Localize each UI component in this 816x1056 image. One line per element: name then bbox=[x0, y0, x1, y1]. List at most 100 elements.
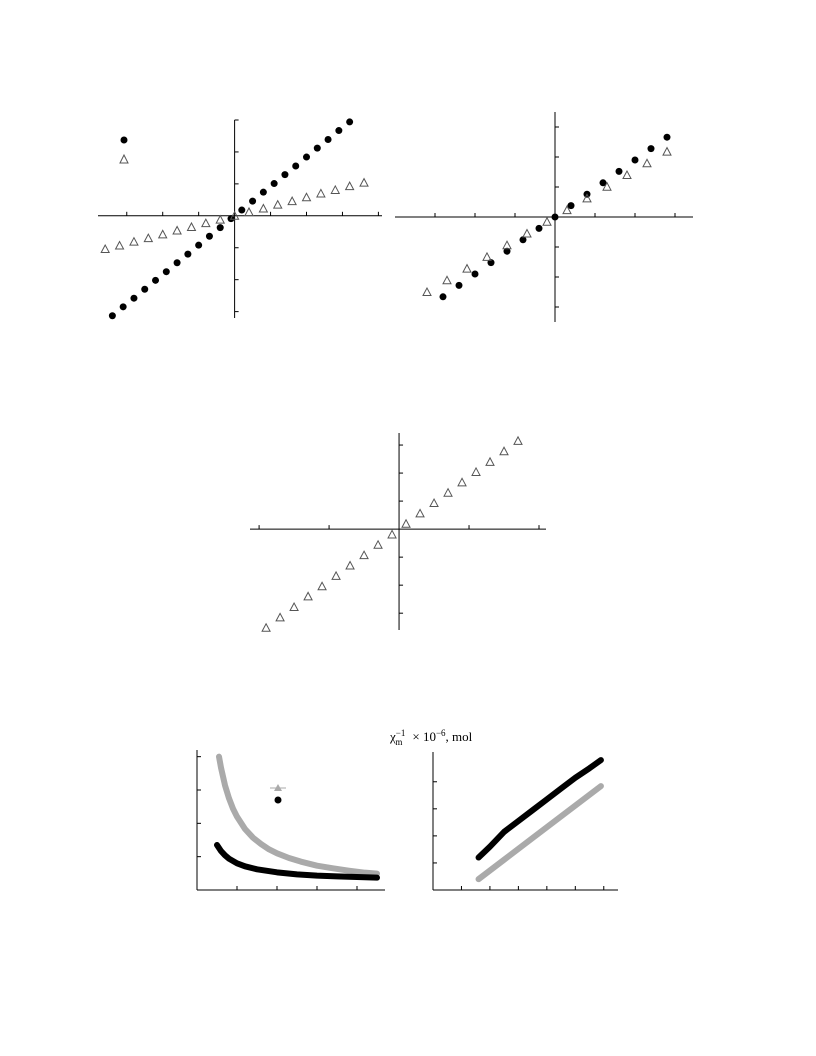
point bbox=[162, 268, 170, 276]
point bbox=[562, 205, 572, 215]
point bbox=[261, 622, 271, 632]
point bbox=[345, 560, 355, 570]
point bbox=[173, 259, 181, 267]
point bbox=[551, 213, 559, 221]
legend-marker bbox=[274, 784, 282, 791]
point bbox=[330, 184, 341, 194]
point bbox=[141, 285, 149, 293]
point bbox=[535, 224, 543, 232]
label-part: −6 bbox=[436, 728, 446, 738]
point bbox=[324, 135, 332, 143]
point bbox=[205, 232, 213, 240]
legend-marker bbox=[119, 153, 129, 164]
point bbox=[229, 210, 240, 220]
point bbox=[422, 286, 432, 296]
label-part: × 10 bbox=[412, 729, 436, 744]
point bbox=[287, 196, 297, 206]
point bbox=[215, 214, 226, 224]
point bbox=[281, 171, 289, 179]
point bbox=[373, 539, 383, 549]
point bbox=[439, 293, 447, 301]
point bbox=[317, 581, 327, 591]
point bbox=[663, 133, 671, 141]
point bbox=[316, 188, 326, 198]
point bbox=[615, 167, 623, 175]
point bbox=[359, 550, 369, 560]
legend-marker bbox=[120, 136, 128, 144]
point bbox=[346, 118, 354, 126]
point bbox=[502, 240, 512, 250]
point bbox=[331, 570, 341, 580]
point bbox=[129, 236, 139, 246]
point bbox=[567, 202, 575, 210]
point bbox=[513, 435, 523, 445]
point bbox=[415, 508, 425, 518]
point bbox=[272, 199, 283, 209]
axis-label: χ−1 m × 10−6, mol bbox=[389, 728, 473, 747]
point bbox=[647, 145, 655, 153]
point bbox=[455, 281, 463, 289]
point bbox=[100, 243, 111, 254]
point bbox=[258, 203, 269, 213]
point bbox=[344, 181, 355, 191]
point bbox=[157, 229, 168, 239]
point bbox=[599, 179, 607, 187]
point bbox=[519, 236, 527, 244]
point bbox=[457, 477, 467, 487]
point bbox=[184, 250, 192, 258]
point bbox=[503, 247, 511, 255]
point bbox=[249, 197, 257, 205]
label-part: −1 bbox=[396, 728, 406, 738]
series-line bbox=[475, 757, 604, 861]
series-line bbox=[475, 783, 604, 883]
point bbox=[292, 162, 300, 170]
point bbox=[429, 497, 439, 508]
point bbox=[289, 601, 299, 612]
point bbox=[303, 591, 313, 601]
point bbox=[622, 169, 632, 179]
point bbox=[662, 146, 672, 156]
point bbox=[201, 218, 211, 228]
label-part: , mol bbox=[446, 729, 473, 744]
point bbox=[443, 487, 453, 497]
point bbox=[462, 263, 472, 273]
point bbox=[542, 216, 552, 226]
point bbox=[471, 466, 481, 476]
legend-marker bbox=[274, 796, 282, 804]
point bbox=[270, 180, 278, 188]
point bbox=[301, 192, 312, 202]
point bbox=[114, 240, 125, 250]
label-part: χ bbox=[389, 729, 396, 744]
point bbox=[335, 127, 343, 135]
point bbox=[471, 270, 479, 278]
point bbox=[303, 153, 311, 161]
series-line bbox=[214, 842, 380, 881]
point bbox=[387, 529, 397, 539]
point bbox=[216, 224, 224, 232]
point bbox=[275, 612, 285, 622]
point bbox=[442, 275, 452, 285]
point bbox=[259, 188, 267, 196]
point bbox=[119, 303, 127, 311]
point bbox=[485, 456, 495, 466]
point bbox=[602, 181, 612, 191]
point bbox=[152, 276, 160, 284]
point bbox=[631, 156, 639, 164]
point bbox=[313, 144, 321, 152]
point bbox=[108, 312, 116, 320]
point bbox=[130, 294, 138, 302]
point bbox=[238, 206, 246, 214]
point bbox=[172, 225, 182, 235]
point bbox=[195, 241, 203, 249]
point bbox=[499, 446, 509, 456]
point bbox=[401, 518, 411, 528]
point bbox=[582, 193, 592, 203]
point bbox=[642, 158, 652, 168]
series-line bbox=[216, 753, 380, 877]
point bbox=[143, 233, 154, 243]
point bbox=[482, 251, 492, 261]
point bbox=[522, 228, 532, 238]
point bbox=[244, 206, 254, 216]
point bbox=[186, 221, 197, 231]
